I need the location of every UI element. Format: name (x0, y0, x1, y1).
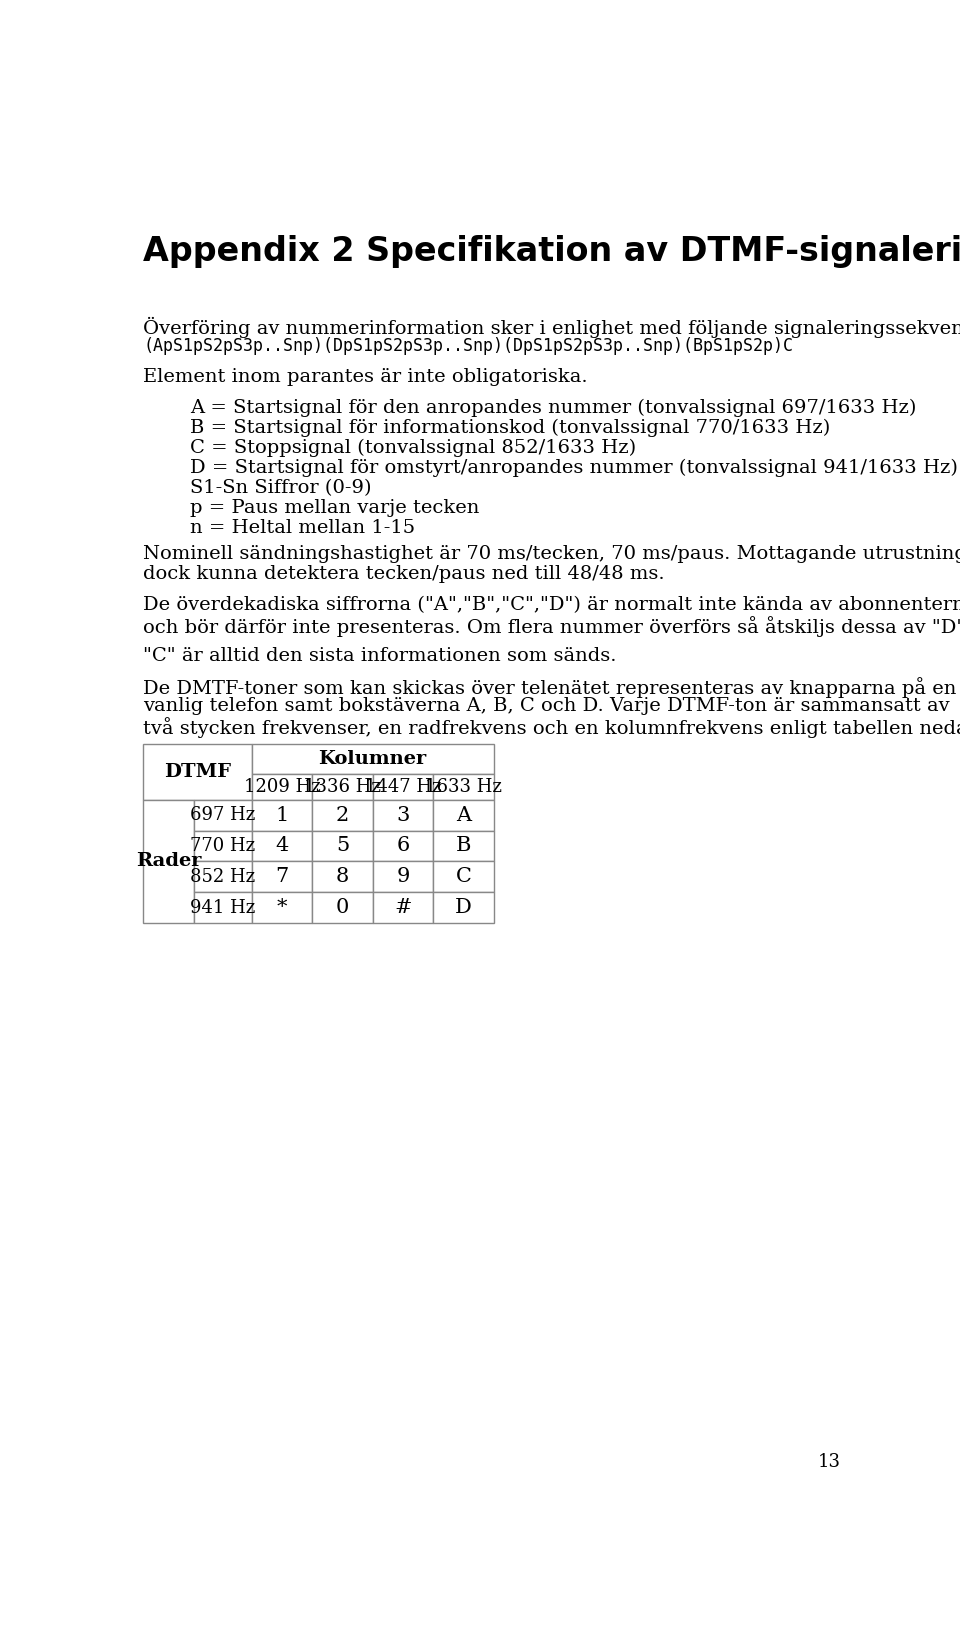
Text: Element inom parantes är inte obligatoriska.: Element inom parantes är inte obligatori… (143, 367, 588, 385)
Text: 5: 5 (336, 837, 349, 855)
Text: 2: 2 (336, 805, 349, 825)
Bar (433, 774, 493, 800)
Text: (ApS1pS2pS3p..Snp)(DpS1pS2pS3p..Snp)(DpS1pS2pS3p..Snp)(BpS1pS2p)C: (ApS1pS2pS3p..Snp)(DpS1pS2pS3p..Snp)(DpS… (143, 338, 793, 356)
Text: 941 Hz: 941 Hz (190, 899, 255, 917)
Text: B = Startsignal för informationskod (tonvalssignal 770/1633 Hz): B = Startsignal för informationskod (ton… (190, 418, 830, 436)
Bar (194, 861, 252, 893)
Text: vanlig telefon samt bokstäverna A, B, C och D. Varje DTMF-ton är sammansatt av: vanlig telefon samt bokstäverna A, B, C … (143, 697, 949, 715)
Bar (372, 830, 433, 861)
Text: 1209 Hz: 1209 Hz (244, 777, 321, 796)
Text: och bör därför inte presenteras. Om flera nummer överförs så åtskiljs dessa av ": och bör därför inte presenteras. Om fler… (143, 616, 960, 637)
Text: C = Stoppsignal (tonvalssignal 852/1633 Hz): C = Stoppsignal (tonvalssignal 852/1633 … (190, 438, 636, 456)
Bar (252, 830, 312, 861)
Bar (252, 744, 493, 774)
Text: A: A (456, 805, 471, 825)
Bar (252, 861, 312, 893)
Text: 770 Hz: 770 Hz (190, 837, 255, 855)
Text: n = Heltal mellan 1-15: n = Heltal mellan 1-15 (190, 519, 415, 537)
Bar (312, 830, 372, 861)
Bar (312, 893, 372, 922)
Text: De överdekadiska siffrorna ("A","B","C","D") är normalt inte kända av abonnenter: De överdekadiska siffrorna ("A","B","C",… (143, 596, 960, 614)
Bar (194, 830, 252, 861)
Text: 7: 7 (276, 868, 289, 886)
Text: dock kunna detektera tecken/paus ned till 48/48 ms.: dock kunna detektera tecken/paus ned til… (143, 565, 665, 583)
Bar (372, 893, 433, 922)
Bar (372, 800, 433, 830)
Text: A = Startsignal för den anropandes nummer (tonvalssignal 697/1633 Hz): A = Startsignal för den anropandes numme… (190, 399, 916, 417)
Text: 697 Hz: 697 Hz (190, 805, 255, 824)
Text: 1: 1 (276, 805, 289, 825)
Bar (372, 774, 433, 800)
Text: Kolumner: Kolumner (319, 749, 427, 768)
Text: 8: 8 (336, 868, 349, 886)
Bar (143, 744, 252, 800)
Bar (252, 800, 312, 830)
Bar (433, 861, 493, 893)
Text: DTMF: DTMF (164, 763, 231, 781)
Text: 13: 13 (818, 1453, 841, 1471)
Bar (312, 861, 372, 893)
Bar (194, 800, 252, 830)
Text: D = Startsignal för omstyrt/anropandes nummer (tonvalssignal 941/1633 Hz): D = Startsignal för omstyrt/anropandes n… (190, 458, 958, 478)
Bar (312, 774, 372, 800)
Text: två stycken frekvenser, en radfrekvens och en kolumnfrekvens enligt tabellen ned: två stycken frekvenser, en radfrekvens o… (143, 718, 960, 738)
Text: 1447 Hz: 1447 Hz (365, 777, 442, 796)
Text: 852 Hz: 852 Hz (190, 868, 255, 886)
Text: De DMTF-toner som kan skickas över telenätet representeras av knapparna på en: De DMTF-toner som kan skickas över telen… (143, 677, 956, 698)
Text: 6: 6 (396, 837, 410, 855)
Text: 9: 9 (396, 868, 410, 886)
Text: Rader: Rader (135, 853, 202, 870)
Text: 1633 Hz: 1633 Hz (425, 777, 502, 796)
Text: Nominell sändningshastighet är 70 ms/tecken, 70 ms/paus. Mottagande utrustning b: Nominell sändningshastighet är 70 ms/tec… (143, 545, 960, 563)
Text: Överföring av nummerinformation sker i enlighet med följande signaleringssekvens: Överföring av nummerinformation sker i e… (143, 316, 960, 338)
Text: #: # (395, 898, 412, 917)
Text: S1-Sn Siffror (0-9): S1-Sn Siffror (0-9) (190, 479, 372, 497)
Bar (433, 800, 493, 830)
Text: C: C (455, 868, 471, 886)
Text: p = Paus mellan varje tecken: p = Paus mellan varje tecken (190, 499, 479, 517)
Text: B: B (456, 837, 471, 855)
Bar (312, 800, 372, 830)
Bar (252, 893, 312, 922)
Bar (433, 893, 493, 922)
Bar (143, 800, 194, 922)
Text: "C" är alltid den sista informationen som sänds.: "C" är alltid den sista informationen so… (143, 647, 616, 664)
Bar (433, 830, 493, 861)
Bar (252, 774, 312, 800)
Bar (372, 861, 433, 893)
Bar (194, 893, 252, 922)
Text: 0: 0 (336, 898, 349, 917)
Text: D: D (455, 898, 471, 917)
Text: 3: 3 (396, 805, 410, 825)
Text: *: * (276, 898, 287, 917)
Text: 1336 Hz: 1336 Hz (304, 777, 381, 796)
Text: 4: 4 (276, 837, 289, 855)
Text: Appendix 2 Specifikation av DTMF-signalering: Appendix 2 Specifikation av DTMF-signale… (143, 234, 960, 267)
